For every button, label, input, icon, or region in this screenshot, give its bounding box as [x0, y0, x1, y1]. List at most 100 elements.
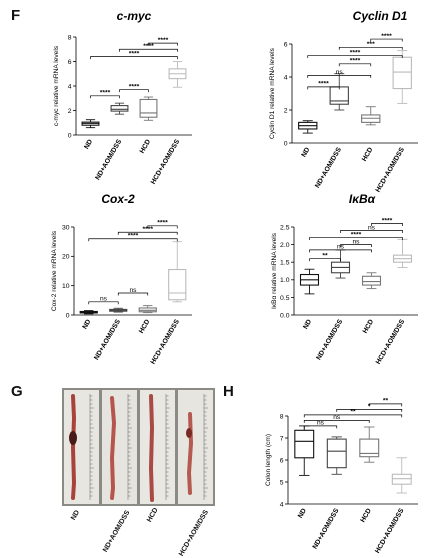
cyclind1-bracket-label-4: ***: [367, 41, 375, 48]
colon-bracket-line-2: [303, 414, 403, 418]
cyclind1-ytick-label-1: 2: [284, 107, 288, 114]
cmyc-bracket-2: ****: [90, 50, 178, 60]
cyclind1-bracket-5: ****: [370, 33, 403, 42]
cox2-ytick-label-0: 0: [66, 312, 70, 319]
colon-bracket-line-0: [303, 425, 338, 429]
cox2-box-2: [138, 305, 157, 314]
cox2-title: Cox-2: [101, 192, 135, 206]
photo-tile-2: [102, 390, 137, 504]
colon-box-rect-2: [359, 438, 380, 458]
cyclind1-ytick-label-3: 6: [284, 41, 288, 48]
ikba-bracket-label-3: ****: [351, 231, 362, 238]
ikba-ytick-label-5: 2.5: [280, 224, 290, 231]
cmyc-category-3: HCD+AOM/DSS: [150, 138, 182, 186]
cyclind1-bracket-line-5: [370, 38, 403, 42]
ikba-box-0: [299, 268, 320, 295]
cox2-bracket-0: ns: [88, 296, 119, 305]
cmyc-bracket-label-3: ****: [143, 43, 154, 50]
colon-box-0: [294, 425, 315, 476]
ikba-ytick-label-1: 0.5: [280, 295, 290, 302]
cox2-bracket-1: ns: [117, 287, 149, 296]
cyclind1-box-1: [329, 73, 349, 111]
panel-label-g: G: [11, 383, 23, 400]
cyclind1-category-2: HCD: [361, 146, 374, 162]
cox2-box-3: [168, 241, 187, 303]
cox2-ylabel: Cox-2 relative mRNA levels: [51, 230, 58, 311]
ikba-bracket-label-5: ****: [382, 217, 393, 224]
colon-ytick-label-4: 8: [280, 413, 284, 420]
colon-bracket-line-3: [336, 409, 403, 412]
cyclind1-bracket-label-3: ****: [350, 49, 361, 56]
cox2-ytick-label-3: 30: [62, 224, 70, 231]
colon-bracket-4: **: [368, 398, 403, 407]
cox2-bracket-line-4: [147, 225, 178, 229]
cox2-bracket-2: ****: [88, 233, 178, 242]
ikba-ytick-label-4: 2.0: [280, 242, 290, 249]
cox2-bracket-label-1: ns: [130, 287, 138, 294]
cmyc-box-0: [81, 119, 100, 129]
cmyc-ytick-label-3: 6: [68, 59, 72, 66]
cyclind1-category-1: ND+AOM/DSS: [314, 146, 343, 189]
ikba-ytick-label-0: 0.0: [280, 312, 290, 319]
cmyc-bracket-label-2: ****: [129, 50, 140, 57]
ikba-ytick-label-3: 1.5: [280, 260, 290, 267]
cmyc-bracket-line-3: [119, 48, 178, 52]
colon-photo: ND ND+AOM/DSS HCD HCD+AOM/DSS: [62, 388, 215, 558]
cox2-bracket-label-0: ns: [100, 296, 108, 303]
colon-bracket-label-2: **: [350, 409, 356, 416]
cox2-category-1: ND+AOM/DSS: [93, 318, 122, 361]
cmyc-bracket-line-4: [148, 42, 178, 46]
cox2-bracket-line-3: [117, 231, 178, 235]
cox2-bracket-line-0: [88, 301, 119, 305]
cmyc-box-rect-1: [110, 105, 129, 112]
cmyc-ytick-label-1: 2: [68, 108, 72, 115]
ikba-bracket-2: ns: [309, 244, 372, 253]
cyclind1-chart: Cyclin D1 Cyclin D1 relative mRNA levels 0…: [269, 9, 418, 194]
cmyc-box-3: [168, 61, 187, 88]
cmyc-bracket-0: ****: [90, 90, 120, 99]
colon-ytick-label-3: 7: [280, 435, 284, 442]
cmyc-box-2: [139, 96, 158, 121]
colon-box-1: [326, 436, 347, 475]
ikba-bracket-0: **: [309, 252, 341, 262]
colon-category-0: ND: [297, 507, 308, 519]
cmyc-category-2: HCD: [139, 138, 152, 154]
cmyc-bracket-3: ****: [119, 43, 178, 52]
ikba-category-3: HCD+AOM/DSS: [375, 318, 407, 366]
cyclind1-ylabel: Cyclin D1 relative mRNA levels: [269, 47, 276, 139]
colon-chart: Colon length (cm) 4 5 6 7 8 ND ND+AOM/DSS HCD HCD…: [265, 398, 418, 555]
cox2-box-rect-3: [168, 268, 187, 301]
ikba-title: IκBα: [349, 192, 376, 206]
ikba-bracket-line-0: [309, 258, 341, 262]
cyclind1-category-3: HCD+AOM/DSS: [375, 146, 407, 194]
cmyc-ytick-label-2: 4: [68, 83, 72, 90]
photo-tile-3: [140, 390, 175, 504]
ikba-box-2: [361, 272, 382, 290]
cyclind1-bracket-line-0: [307, 86, 340, 90]
cyclind1-bracket-label-5: ****: [381, 33, 392, 40]
cmyc-bracket-label-0: ****: [100, 90, 111, 97]
cmyc-category-0: ND: [83, 138, 94, 150]
cmyc-ytick-label-4: 8: [68, 34, 72, 41]
cmyc-bracket-1: ****: [119, 83, 149, 93]
cyclind1-box-0: [298, 120, 318, 134]
ikba-bracket-line-2: [309, 249, 372, 253]
ikba-category-2: HCD: [362, 318, 375, 334]
ikba-bracket-5: ****: [371, 217, 403, 226]
ikba-bracket-label-1: ns: [353, 238, 361, 245]
colon-category-1: ND+AOM/DSS: [312, 507, 341, 550]
cyclind1-ytick-label-0: 0: [284, 140, 288, 147]
cmyc-chart: c-myc c-myc relative mRNA levels 0 2 4 6 8 ND ND…: [53, 9, 192, 186]
colon-bracket-2: **: [303, 409, 403, 418]
colon-box-3: [391, 457, 412, 494]
panel-label-f: F: [11, 7, 21, 24]
cmyc-box-rect-2: [139, 98, 158, 118]
cyclind1-bracket-4: ***: [338, 41, 403, 50]
cyclind1-bracket-1: ****: [338, 58, 372, 67]
colon-ylabel: Colon length (cm): [265, 434, 272, 486]
cyclind1-bracket-line-2: [307, 75, 372, 78]
cmyc-bracket-line-0: [90, 95, 120, 99]
ikba-ylabel: IκBα relative mRNA levels: [271, 232, 278, 309]
cox2-chart: Cox-2 Cox-2 relative mRNA levels 0 10 20 30 ND…: [51, 192, 192, 366]
